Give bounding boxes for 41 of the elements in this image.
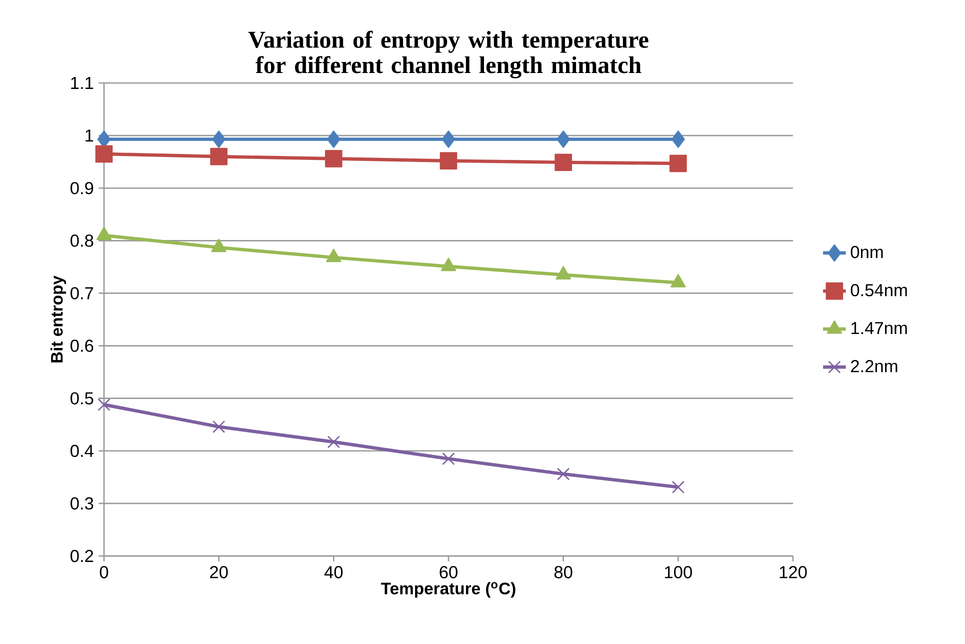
legend-label: 1.47nm	[851, 322, 907, 334]
chart-title: Variation of entropy with temperature for different channel length mimatch	[248, 30, 648, 78]
y-tick-label: 0.6	[70, 340, 94, 352]
point	[212, 130, 226, 148]
y-tick-label: 0.7	[70, 287, 94, 300]
x-axis-title: Temperature ($^{o}$C)	[381, 582, 516, 598]
y-tick-label: 0.9	[70, 182, 94, 194]
y-tick-label: 0.2	[70, 550, 94, 562]
x-tick-label: 20	[210, 566, 228, 578]
y-tick-label: 0.4	[70, 444, 94, 458]
point	[98, 398, 110, 411]
point	[442, 130, 456, 148]
point	[670, 154, 687, 172]
x-tick-label: 40	[324, 566, 343, 578]
point	[325, 150, 342, 168]
point	[556, 130, 570, 148]
y-tick-label: 1.1	[71, 77, 94, 89]
point	[440, 152, 458, 170]
x-tick-label: 100	[665, 566, 692, 578]
legend-label: 0.54nm	[850, 284, 907, 296]
point	[672, 480, 684, 494]
point	[327, 130, 340, 148]
y-axis-title: Bit entropy	[50, 276, 66, 362]
point	[327, 436, 340, 448]
x-tick-label: 0	[100, 566, 108, 578]
x-tick-label: 60	[440, 566, 458, 578]
x-tick-label: 120	[780, 566, 807, 578]
point	[442, 452, 455, 466]
legend-label: 0nm	[850, 246, 883, 258]
point	[672, 130, 685, 148]
y-tick-label: 0.8	[70, 234, 94, 247]
legend-label: 2.2nm	[851, 360, 898, 372]
point	[212, 420, 226, 434]
point	[557, 468, 570, 480]
y-tick-label: 0.5	[70, 392, 94, 404]
x-tick-label: 80	[554, 566, 572, 578]
y-tick-label: 0.3	[70, 497, 94, 510]
y-tick-label: 1	[86, 130, 94, 142]
point	[95, 145, 113, 163]
point	[554, 154, 572, 172]
point	[210, 148, 228, 166]
